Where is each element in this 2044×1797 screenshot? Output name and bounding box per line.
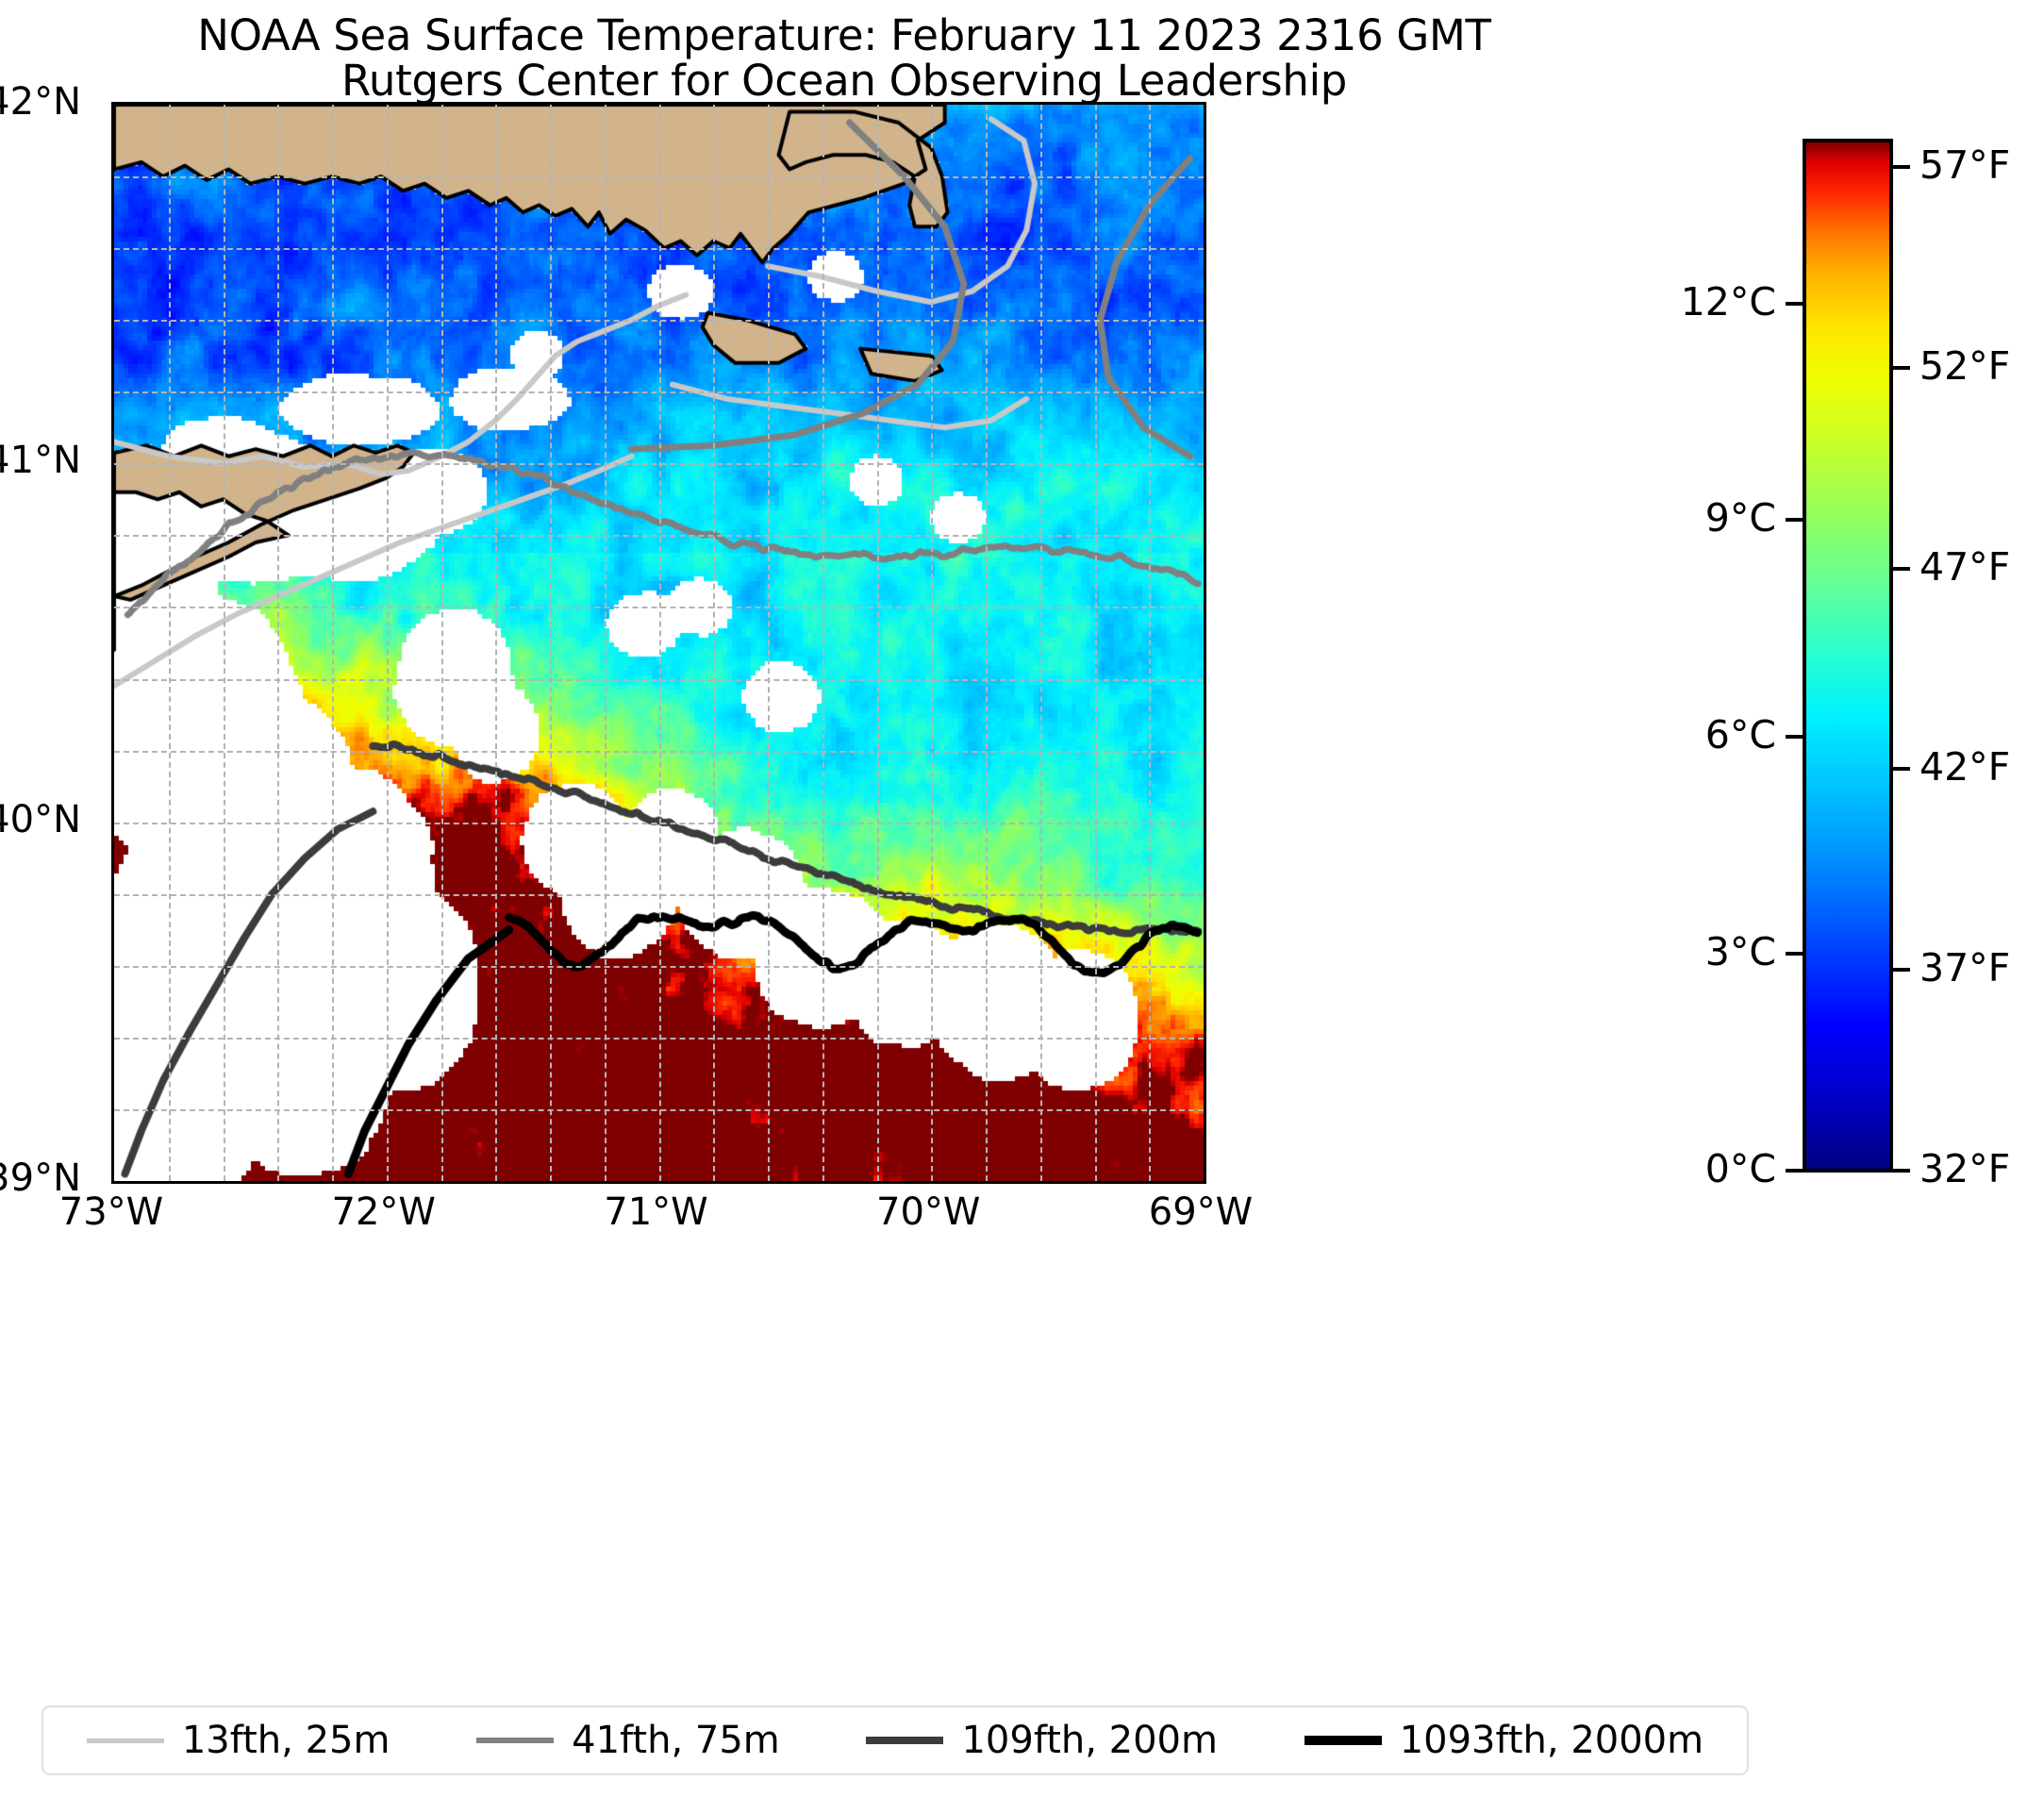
- latitude-tick-label: 42°N: [0, 80, 81, 124]
- x-axis-minor-tick: [823, 1181, 825, 1184]
- x-axis-minor-tick: [1149, 1181, 1152, 1184]
- y-axis-minor-tick: [111, 176, 114, 179]
- y-axis-minor-tick: [111, 751, 114, 754]
- y-axis-minor-tick: [111, 1109, 114, 1112]
- colorbar-gradient: [1806, 142, 1889, 1169]
- isobath-label: 109fth, 200m: [961, 1719, 1218, 1762]
- y-axis-minor-tick: [111, 607, 114, 609]
- x-axis-major-tick: [114, 1181, 117, 1184]
- y-axis-major-tick: [111, 463, 114, 466]
- x-axis-major-tick: [1204, 1181, 1206, 1184]
- y-axis-minor-tick: [111, 894, 114, 897]
- x-axis-major-tick: [659, 1181, 662, 1184]
- x-axis-major-tick: [931, 1181, 934, 1184]
- isobath-line-swatch: [86, 1738, 164, 1743]
- x-axis-minor-tick: [1040, 1181, 1043, 1184]
- legend-item-2: 109fth, 200m: [866, 1719, 1218, 1762]
- colorbar-tick-celsius: [1786, 735, 1806, 740]
- colorbar-tick-celsius: [1786, 301, 1806, 306]
- colorbar-label-celsius: 3°C: [1704, 929, 1776, 975]
- longitude-axis-labels: 73°W 72°W 71°W 70°W 69°W: [59, 1190, 1253, 1247]
- colorbar-label-fahrenheit: 37°F: [1919, 944, 2011, 990]
- figure-title: NOAA Sea Surface Temperature: February 1…: [0, 10, 1688, 107]
- legend-item-0: 13fth, 25m: [86, 1719, 391, 1762]
- colorbar-label-fahrenheit: 47°F: [1919, 543, 2011, 590]
- colorbar-label-fahrenheit: 57°F: [1919, 141, 2011, 188]
- x-axis-minor-tick: [332, 1181, 335, 1184]
- sst-raster-canvas: [114, 105, 1204, 1181]
- longitude-tick-label: 71°W: [604, 1190, 708, 1234]
- x-axis-major-tick: [387, 1181, 390, 1184]
- y-axis-minor-tick: [111, 248, 114, 251]
- x-axis-minor-tick: [713, 1181, 716, 1184]
- title-line-1: NOAA Sea Surface Temperature: February 1…: [197, 10, 1491, 60]
- isobath-line-swatch: [1304, 1736, 1382, 1745]
- isobath-legend: 13fth, 25m 41fth, 75m 109fth, 200m 1093fth,…: [42, 1705, 1749, 1775]
- colorbar-label-celsius: 6°C: [1704, 712, 1776, 758]
- sst-map-plot-area: [111, 102, 1206, 1184]
- colorbar-tick-fahrenheit: [1889, 967, 1910, 972]
- title-line-2: Rutgers Center for Ocean Observing Leade…: [341, 56, 1348, 107]
- x-axis-minor-tick: [550, 1181, 553, 1184]
- x-axis-minor-tick: [277, 1181, 280, 1184]
- isobath-line-swatch: [866, 1737, 944, 1744]
- colorbar-tick-fahrenheit: [1889, 365, 1910, 370]
- legend-item-1: 41fth, 75m: [476, 1719, 780, 1762]
- y-axis-minor-tick: [111, 1038, 114, 1040]
- longitude-tick-label: 70°W: [876, 1190, 981, 1234]
- colorbar-label-fahrenheit: 52°F: [1919, 342, 2011, 389]
- x-axis-minor-tick: [224, 1181, 226, 1184]
- colorbar-label-fahrenheit: 42°F: [1919, 743, 2011, 790]
- x-axis-minor-tick: [605, 1181, 607, 1184]
- isobath-label: 1093fth, 2000m: [1399, 1719, 1704, 1762]
- y-axis-major-tick: [111, 823, 114, 825]
- colorbar-tick-celsius: [1786, 952, 1806, 957]
- x-axis-minor-tick: [877, 1181, 880, 1184]
- longitude-tick-label: 72°W: [331, 1190, 436, 1234]
- latitude-axis-labels: 39°N 40°N 41°N 42°N: [0, 80, 104, 1200]
- x-axis-minor-tick: [495, 1181, 498, 1184]
- isobath-line-swatch: [476, 1738, 555, 1743]
- colorbar-label-fahrenheit: 32°F: [1919, 1146, 2011, 1191]
- y-axis-major-tick: [111, 1181, 114, 1184]
- latitude-tick-label: 39°N: [0, 1156, 81, 1200]
- colorbar-tick-celsius: [1786, 1169, 1806, 1173]
- legend-item-3: 1093fth, 2000m: [1304, 1719, 1704, 1762]
- colorbar-label-celsius: 12°C: [1680, 278, 1776, 324]
- x-axis-minor-tick: [441, 1181, 444, 1184]
- latitude-tick-label: 40°N: [0, 797, 81, 841]
- x-axis-minor-tick: [1095, 1181, 1098, 1184]
- colorbar-tick-fahrenheit: [1889, 566, 1910, 571]
- latitude-tick-label: 41°N: [0, 439, 81, 483]
- colorbar-label-celsius: 0°C: [1704, 1146, 1776, 1191]
- x-axis-minor-tick: [768, 1181, 771, 1184]
- longitude-tick-label: 73°W: [58, 1190, 164, 1234]
- colorbar-tick-fahrenheit: [1889, 1169, 1910, 1173]
- isobath-label: 41fth, 75m: [572, 1719, 780, 1762]
- x-axis-minor-tick: [986, 1181, 989, 1184]
- x-axis-minor-tick: [169, 1181, 172, 1184]
- longitude-tick-label: 69°W: [1148, 1190, 1254, 1234]
- y-axis-major-tick: [111, 105, 114, 108]
- y-axis-minor-tick: [111, 966, 114, 969]
- colorbar-tick-celsius: [1786, 518, 1806, 523]
- colorbar-label-celsius: 9°C: [1704, 495, 1776, 541]
- temperature-colorbar: 0°C 3°C 6°C 9°C 12°C 32°F 37°F 42°F 47°F 52°F 57°F: [1681, 139, 2010, 1191]
- colorbar-tick-fahrenheit: [1889, 766, 1910, 771]
- y-axis-minor-tick: [111, 391, 114, 394]
- isobath-label: 13fth, 25m: [181, 1719, 391, 1762]
- colorbar-tick-fahrenheit: [1889, 164, 1910, 169]
- y-axis-minor-tick: [111, 320, 114, 323]
- y-axis-minor-tick: [111, 679, 114, 682]
- y-axis-minor-tick: [111, 535, 114, 538]
